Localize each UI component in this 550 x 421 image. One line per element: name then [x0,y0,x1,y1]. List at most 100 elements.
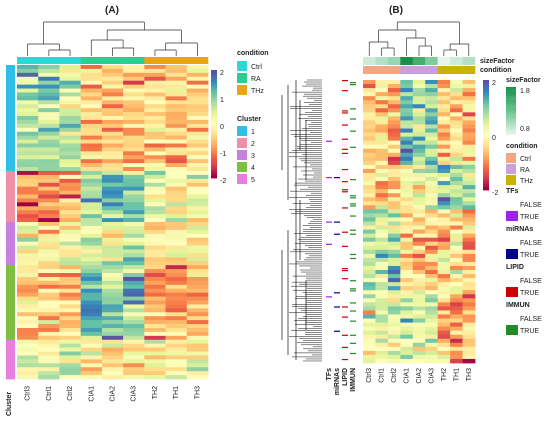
heatmap-cell [450,249,463,255]
heatmap-cell [101,92,124,97]
heatmap-cell [165,167,188,172]
color-scale-step [211,78,217,82]
heatmap-cell [437,205,451,210]
heatmap-cell [363,306,376,311]
heatmap-cell [101,88,124,93]
heatmap-cell [437,181,451,186]
heatmap-cell [17,65,39,70]
heatmap-cell [375,217,389,222]
heatmap-cell [38,135,60,140]
heatmap-cell [144,257,166,262]
heatmap-cell [375,197,389,202]
color-scale-step [483,162,489,166]
heatmap-cell [186,72,209,78]
heatmap-cell [450,88,463,93]
color-scale-step [211,86,217,90]
heatmap-cell [144,351,166,356]
color-scale-step [483,80,489,84]
heatmap-cell [144,116,166,121]
sizefactor-scale-step [506,103,516,105]
heatmap-cell [400,177,414,182]
heatmap-cell [123,308,145,313]
heatmap-cell [450,152,463,158]
heatmap-cell [101,202,124,207]
heatmap-cell [363,185,376,190]
heatmap-cell [387,120,401,125]
heatmap-cell [412,265,426,271]
heatmap-cell [123,253,145,258]
heatmap-cell [450,189,463,194]
heatmap-cell [59,222,82,227]
heatmap-cell [165,276,188,282]
color-scale-step [483,151,489,155]
row-annotation-mark [342,124,348,126]
heatmap-cell [375,245,389,251]
heatmap-cell [38,280,60,286]
heatmap-cell [425,177,439,182]
heatmap-cell [450,84,463,89]
heatmap-cell [437,213,451,218]
heatmap-cell [412,124,426,129]
heatmap-cell [165,131,188,137]
heatmap-cell [17,186,39,191]
heatmap-cell [412,92,426,97]
heatmap-cell [450,160,463,166]
heatmap-cell [17,225,39,231]
heatmap-cell [59,249,82,254]
heatmap-cell [123,100,145,105]
heatmap-cell [400,140,414,146]
heatmap-cell [101,210,124,215]
heatmap-cell [400,330,414,336]
heatmap-cell [437,148,451,154]
row-annotation-mark [350,310,356,312]
heatmap-cell [165,123,188,129]
heatmap-cell [450,172,463,178]
heatmap-cell [123,65,145,70]
column-label: CIA1 [88,386,95,402]
heatmap-cell [144,178,166,184]
heatmap-cell [375,302,389,307]
heatmap-cell [59,182,82,188]
heatmap-cell [38,112,60,117]
color-scale-step [211,164,217,168]
heatmap-cell [17,222,39,227]
heatmap-cell [450,338,463,344]
heatmap-cell [38,96,60,101]
heatmap-cell [144,84,166,89]
heatmap-cell [101,249,124,254]
heatmap-cell [165,347,188,352]
heatmap-cell [186,96,209,101]
heatmap-cell [462,261,476,267]
heatmap-cell [123,123,145,129]
heatmap-cell [400,84,414,89]
heatmap-cell [38,276,60,282]
condition-cell [450,66,463,74]
panel-a-color-scale: 210-1-2 [211,70,226,185]
heatmap-cell [186,155,209,160]
heatmap-cell [38,68,60,74]
condition-cell [165,57,188,64]
heatmap-cell [165,359,188,364]
heatmap-cell [123,218,145,223]
heatmap-cell [412,112,426,117]
heatmap-cell [123,367,145,372]
heatmap-cell [17,292,39,297]
heatmap-cell [123,320,145,325]
heatmap-cell [165,324,188,329]
color-scale-step [211,175,217,179]
heatmap-cell [400,245,414,251]
heatmap-cell [59,206,82,211]
heatmap-cell [437,290,451,295]
heatmap-cell [412,108,426,113]
heatmap-cell [123,163,145,168]
panel-a-cluster-legend-title: Cluster [237,116,261,123]
heatmap-cell [186,312,209,317]
heatmap-cell [144,170,166,176]
heatmap-cell [186,119,209,125]
heatmap-cell [437,358,451,364]
heatmap-cell [101,347,124,352]
column-label: CIA2 [110,386,117,402]
heatmap-cell [425,265,439,271]
heatmap-cell [363,168,376,174]
heatmap-cell [123,343,145,348]
